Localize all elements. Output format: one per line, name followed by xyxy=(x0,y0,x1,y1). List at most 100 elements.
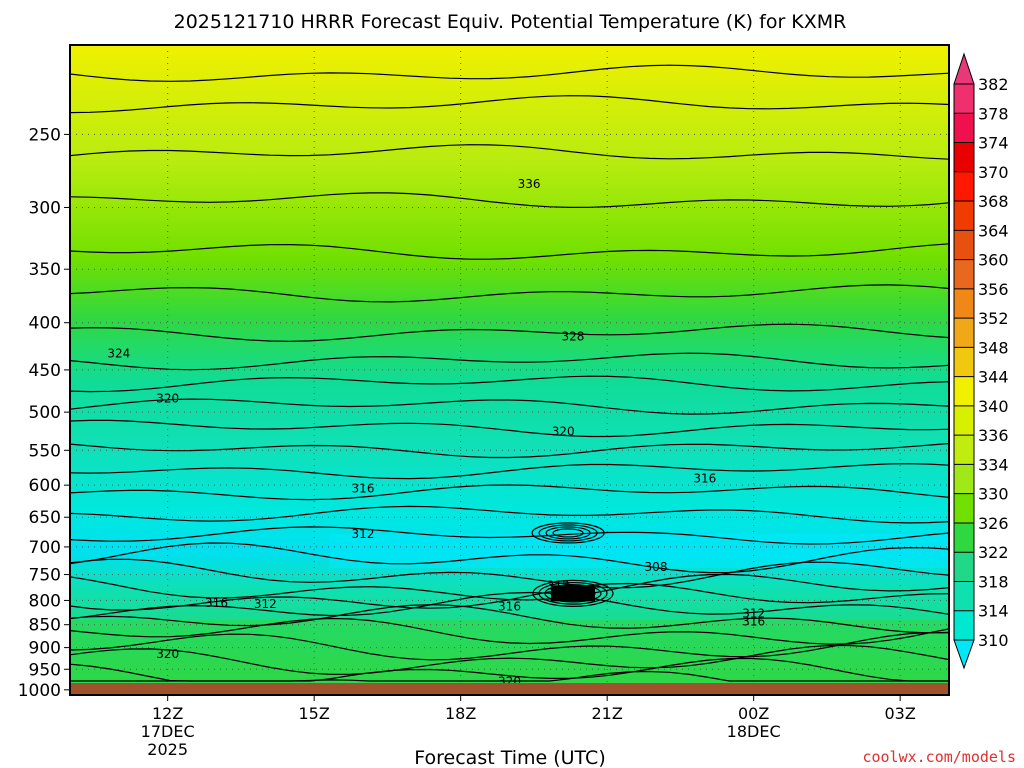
y-tick-label: 600 xyxy=(29,476,61,496)
colorbar-swatch xyxy=(954,347,974,378)
colorbar-swatch xyxy=(954,230,974,261)
y-tick-label: 550 xyxy=(29,441,61,461)
colorbar-swatch xyxy=(954,259,974,290)
colorbar-swatch xyxy=(954,493,974,524)
contour-line xyxy=(69,95,950,114)
colorbar-label: 326 xyxy=(978,514,1009,533)
contour-line xyxy=(69,591,950,620)
y-gridlines xyxy=(70,133,949,691)
y-tick-label: 800 xyxy=(29,591,61,611)
contour-label: 316 xyxy=(498,599,521,613)
contour-label: 336 xyxy=(518,177,541,191)
colorbar-label: 340 xyxy=(978,397,1009,416)
contour-line xyxy=(69,243,950,260)
colorbar-label: 364 xyxy=(978,221,1009,240)
y-tick-label: 700 xyxy=(29,538,61,558)
contour-line xyxy=(69,604,950,634)
contour-line xyxy=(69,64,950,82)
contour-line xyxy=(538,581,608,605)
contour-line xyxy=(69,644,950,675)
x-tick-date: 17DEC xyxy=(141,722,195,741)
contour-line xyxy=(538,524,598,542)
colorbar-swatch xyxy=(954,201,974,231)
contour-lines xyxy=(69,64,950,682)
y-tick-label: 250 xyxy=(29,125,61,145)
x-tick-year: 2025 xyxy=(147,740,188,759)
colorbar-swatch xyxy=(954,288,974,319)
colorbar-swatch xyxy=(954,435,974,465)
contour-line xyxy=(544,584,602,603)
contour-line xyxy=(69,526,950,545)
contour-line xyxy=(545,526,591,540)
dense-contour-block xyxy=(550,585,595,602)
contour-label: 320 xyxy=(156,647,179,661)
contour-label: 312 xyxy=(547,579,570,593)
contour-line xyxy=(69,323,950,342)
contour-line xyxy=(69,375,950,393)
y-tick-label: 950 xyxy=(29,660,61,680)
contour-line xyxy=(69,505,950,524)
x-axis-label: Forecast Time (UTC) xyxy=(414,747,605,768)
contour-label: 308 xyxy=(645,560,668,574)
colorbar: 382 378 374 370 368 364 360 356 352 348 344 340 336 3… xyxy=(953,52,1009,670)
contour-label: 320 xyxy=(156,391,179,405)
colorbar-label: 318 xyxy=(978,572,1009,591)
colorbar-label: 314 xyxy=(978,602,1009,621)
contour-line xyxy=(69,631,950,661)
x-tick-label: 18Z xyxy=(445,704,476,723)
x-tick-label: 15Z xyxy=(299,704,330,723)
contour-line xyxy=(69,617,950,645)
contour-label: 312 xyxy=(742,607,765,621)
y-tick-label: 850 xyxy=(29,616,61,636)
contour-line xyxy=(69,463,950,480)
contour-label: 312 xyxy=(352,527,375,541)
colorbar-label: 374 xyxy=(978,134,1009,153)
contour-line xyxy=(69,192,950,209)
contour-line xyxy=(70,670,949,682)
contour-line xyxy=(69,352,950,371)
colorbar-label: 330 xyxy=(978,485,1009,504)
y-tick-label: 300 xyxy=(29,198,61,218)
contour-line xyxy=(69,484,950,501)
y-tick-label: 750 xyxy=(29,566,61,586)
colorbar-swatch xyxy=(954,142,974,173)
colorbar-label: 378 xyxy=(978,104,1009,123)
contour-label: 324 xyxy=(107,347,130,361)
colorbar-top-arrow xyxy=(953,52,975,85)
colorbar-label: 370 xyxy=(978,163,1009,182)
x-tick-label: 12Z xyxy=(152,704,183,723)
colorbar-swatch xyxy=(954,522,974,553)
contour-label: 316 xyxy=(742,614,765,628)
colorbar-label: 322 xyxy=(978,543,1009,562)
colorbar-swatch xyxy=(954,552,974,582)
y-tick-label: 350 xyxy=(29,260,61,280)
colorbar-label: 310 xyxy=(978,631,1009,650)
contour-line xyxy=(69,582,950,611)
colorbar-label: 352 xyxy=(978,309,1009,328)
contour-line xyxy=(69,398,950,415)
y-tick-label: 650 xyxy=(29,508,61,528)
contour-label: 316 xyxy=(352,481,375,495)
colorbar-swatch xyxy=(954,318,974,348)
y-tick-label: 450 xyxy=(29,361,61,381)
y-tick-label: 500 xyxy=(29,403,61,423)
y-tick-label: 400 xyxy=(29,314,61,334)
terrain-band xyxy=(70,683,949,695)
colorbar-swatch xyxy=(954,610,974,641)
contour-line xyxy=(531,522,605,544)
colorbar-label: 336 xyxy=(978,426,1009,445)
contour-label: 320 xyxy=(552,425,575,439)
chart-title: 2025121710 HRRR Forecast Equiv. Potentia… xyxy=(174,11,847,33)
warm-sfc-band xyxy=(70,620,949,682)
y-tick-label: 900 xyxy=(29,639,61,659)
colorbar-label: 356 xyxy=(978,280,1009,299)
contour-line xyxy=(69,144,950,160)
contour-line xyxy=(69,419,950,438)
colorbar-swatch xyxy=(954,581,974,612)
colorbar-swatch xyxy=(954,84,974,114)
colorbar-swatch xyxy=(954,376,974,407)
contour-label: 316 xyxy=(693,471,716,485)
colorbar-swatch xyxy=(954,113,974,144)
